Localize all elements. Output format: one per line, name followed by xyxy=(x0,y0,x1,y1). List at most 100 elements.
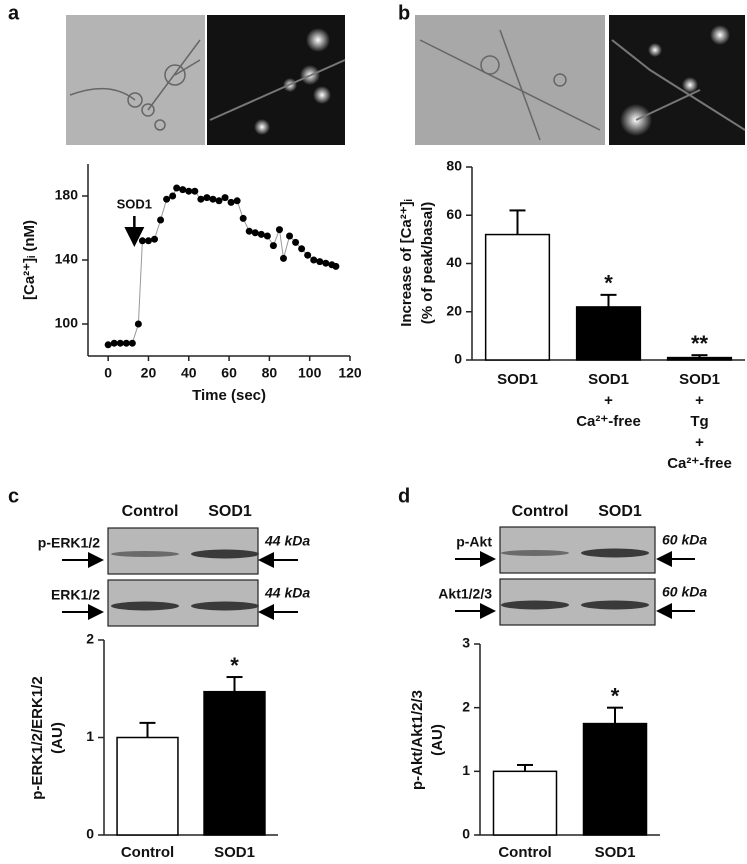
blot-row-label: Akt1/2/3 xyxy=(438,586,492,602)
x-tick-label: Ca²⁺-free xyxy=(667,455,732,472)
x-tick-label: Ca²⁺-free xyxy=(576,413,641,430)
x-tick-label: 80 xyxy=(262,365,278,381)
x-tick-label: 20 xyxy=(141,365,157,381)
blot-band xyxy=(581,600,649,610)
x-tick-label: + xyxy=(695,392,704,409)
lane-label: SOD1 xyxy=(598,503,642,520)
data-point xyxy=(275,226,283,234)
annotation: SOD1 xyxy=(117,196,152,211)
data-point xyxy=(138,237,146,245)
data-point xyxy=(104,341,112,349)
y-tick-label: 0 xyxy=(86,826,94,842)
bar xyxy=(575,306,642,361)
blot-size-label: 60 kDa xyxy=(662,532,707,548)
data-point xyxy=(110,339,118,347)
lane-label: SOD1 xyxy=(208,503,252,520)
data-point xyxy=(157,216,165,224)
data-point xyxy=(310,256,318,264)
data-point xyxy=(169,192,177,200)
significance: * xyxy=(611,683,620,708)
y-tick-label: 2 xyxy=(462,698,470,714)
bar xyxy=(666,356,733,361)
data-point xyxy=(257,230,265,238)
data-point xyxy=(263,232,271,240)
y-tick-label: 60 xyxy=(446,206,462,222)
significance: * xyxy=(230,653,239,678)
data-point xyxy=(191,187,199,195)
y-tick-label: 40 xyxy=(446,254,462,270)
y-tick-label: 2 xyxy=(86,631,94,647)
x-tick-label: Tg xyxy=(690,413,708,430)
data-point xyxy=(128,339,136,347)
data-point xyxy=(151,235,159,243)
x-tick-label: 60 xyxy=(221,365,237,381)
x-tick-label: SOD1 xyxy=(214,844,255,861)
x-tick-label: + xyxy=(695,434,704,451)
blot-row-label: p-Akt xyxy=(456,534,492,550)
bar xyxy=(116,736,179,836)
significance: * xyxy=(604,271,613,296)
x-tick-label: SOD1 xyxy=(588,371,629,388)
data-point xyxy=(185,187,193,195)
data-point xyxy=(233,197,241,205)
y-tick-label: 100 xyxy=(55,315,79,331)
x-tick-label: SOD1 xyxy=(595,844,636,861)
data-point xyxy=(144,237,152,245)
y-tick-label: 1 xyxy=(462,762,470,778)
data-point xyxy=(173,184,181,192)
data-point xyxy=(227,198,235,206)
data-point xyxy=(134,320,142,328)
x-tick-label: 40 xyxy=(181,365,197,381)
data-point xyxy=(203,194,211,202)
data-point xyxy=(251,229,259,237)
y-axis-label: p-Akt/Akt1/2/3 xyxy=(409,690,426,790)
blot-band xyxy=(111,601,179,611)
blot-band xyxy=(501,600,569,610)
data-point xyxy=(221,194,229,202)
data-point xyxy=(116,339,124,347)
x-tick-label: Control xyxy=(498,844,551,861)
y-axis-label: p-ERK1/2/ERK1/2 xyxy=(29,676,46,799)
y-axis-label: (% of peak/basal) xyxy=(419,202,436,325)
blot-size-label: 44 kDa xyxy=(264,585,310,601)
y-axis-label: (AU) xyxy=(429,724,446,756)
data-line xyxy=(108,187,337,346)
y-axis-label: [Ca²⁺]ᵢ (nM) xyxy=(21,220,38,300)
data-point xyxy=(304,251,312,259)
x-tick-label: 0 xyxy=(104,365,112,381)
x-axis-label: Time (sec) xyxy=(192,387,266,404)
data-point xyxy=(322,259,330,267)
blot-band xyxy=(111,551,179,557)
lane-label: Control xyxy=(122,503,179,520)
x-tick-label: 120 xyxy=(338,365,362,381)
data-point xyxy=(332,262,340,270)
data-point xyxy=(239,214,247,222)
y-tick-label: 20 xyxy=(446,302,462,318)
data-point xyxy=(209,195,217,203)
blot-band xyxy=(191,601,259,611)
panel-letter: a xyxy=(8,2,20,24)
x-tick-label: Control xyxy=(121,844,174,861)
data-point xyxy=(197,195,205,203)
data-point xyxy=(215,197,223,205)
x-tick-label: SOD1 xyxy=(497,371,538,388)
panel-letter: c xyxy=(8,485,19,507)
panel-letter: d xyxy=(398,485,410,507)
panel-letter: b xyxy=(398,2,410,24)
lane-label: Control xyxy=(512,503,569,520)
y-tick-label: 0 xyxy=(462,826,470,842)
y-tick-label: 3 xyxy=(462,635,470,651)
blot-band xyxy=(501,550,569,556)
blot-band xyxy=(191,549,259,559)
y-tick-label: 80 xyxy=(446,158,462,174)
bar xyxy=(582,722,648,836)
x-tick-label: 100 xyxy=(298,365,322,381)
data-point xyxy=(316,258,324,266)
y-tick-label: 140 xyxy=(55,251,79,267)
data-point xyxy=(245,227,253,235)
y-tick-label: 1 xyxy=(86,728,94,744)
data-point xyxy=(122,339,130,347)
data-point xyxy=(286,232,294,240)
micrographs xyxy=(66,15,746,145)
